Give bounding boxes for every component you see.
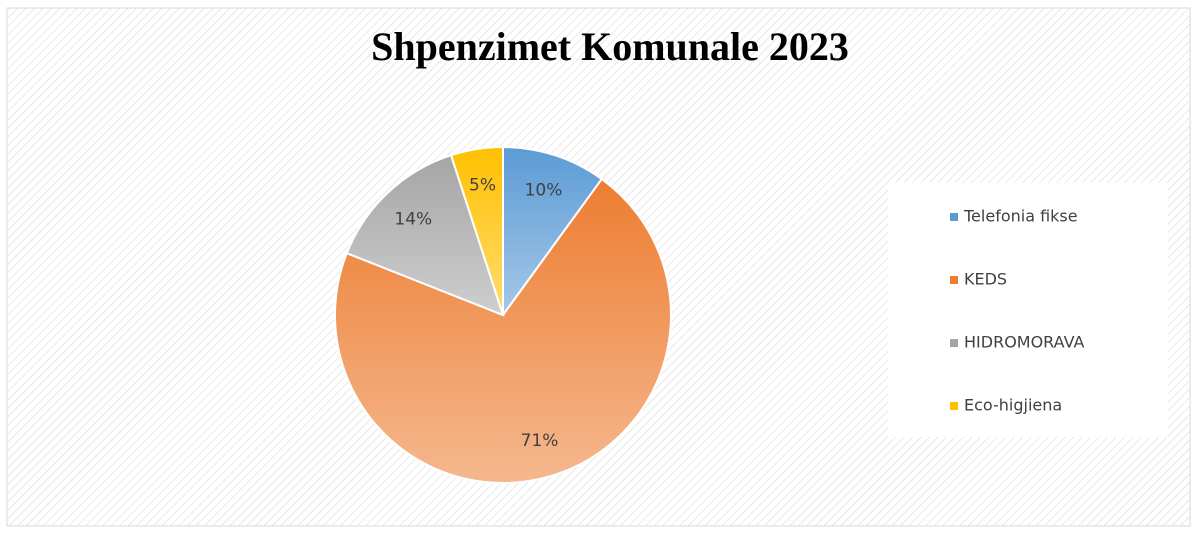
legend-label: HIDROMORAVA (964, 333, 1084, 352)
data-label: 10% (525, 180, 563, 200)
legend-label: Telefonia fikse (963, 207, 1078, 226)
data-label: 71% (521, 431, 559, 451)
legend-swatch (950, 402, 958, 410)
legend-box (888, 183, 1168, 437)
legend-swatch (950, 276, 958, 284)
data-label: 14% (394, 209, 432, 229)
chart-title: Shpenzimet Komunale 2023 (371, 24, 849, 69)
pie-slice (502, 145, 604, 319)
pie-slice (334, 177, 672, 484)
legend-swatch (950, 339, 958, 347)
pie-slice (449, 145, 504, 316)
data-label: 5% (469, 176, 496, 196)
legend-swatch (950, 213, 958, 221)
legend-label: Eco-higjiena (964, 396, 1062, 415)
legend-label: KEDS (964, 270, 1007, 289)
